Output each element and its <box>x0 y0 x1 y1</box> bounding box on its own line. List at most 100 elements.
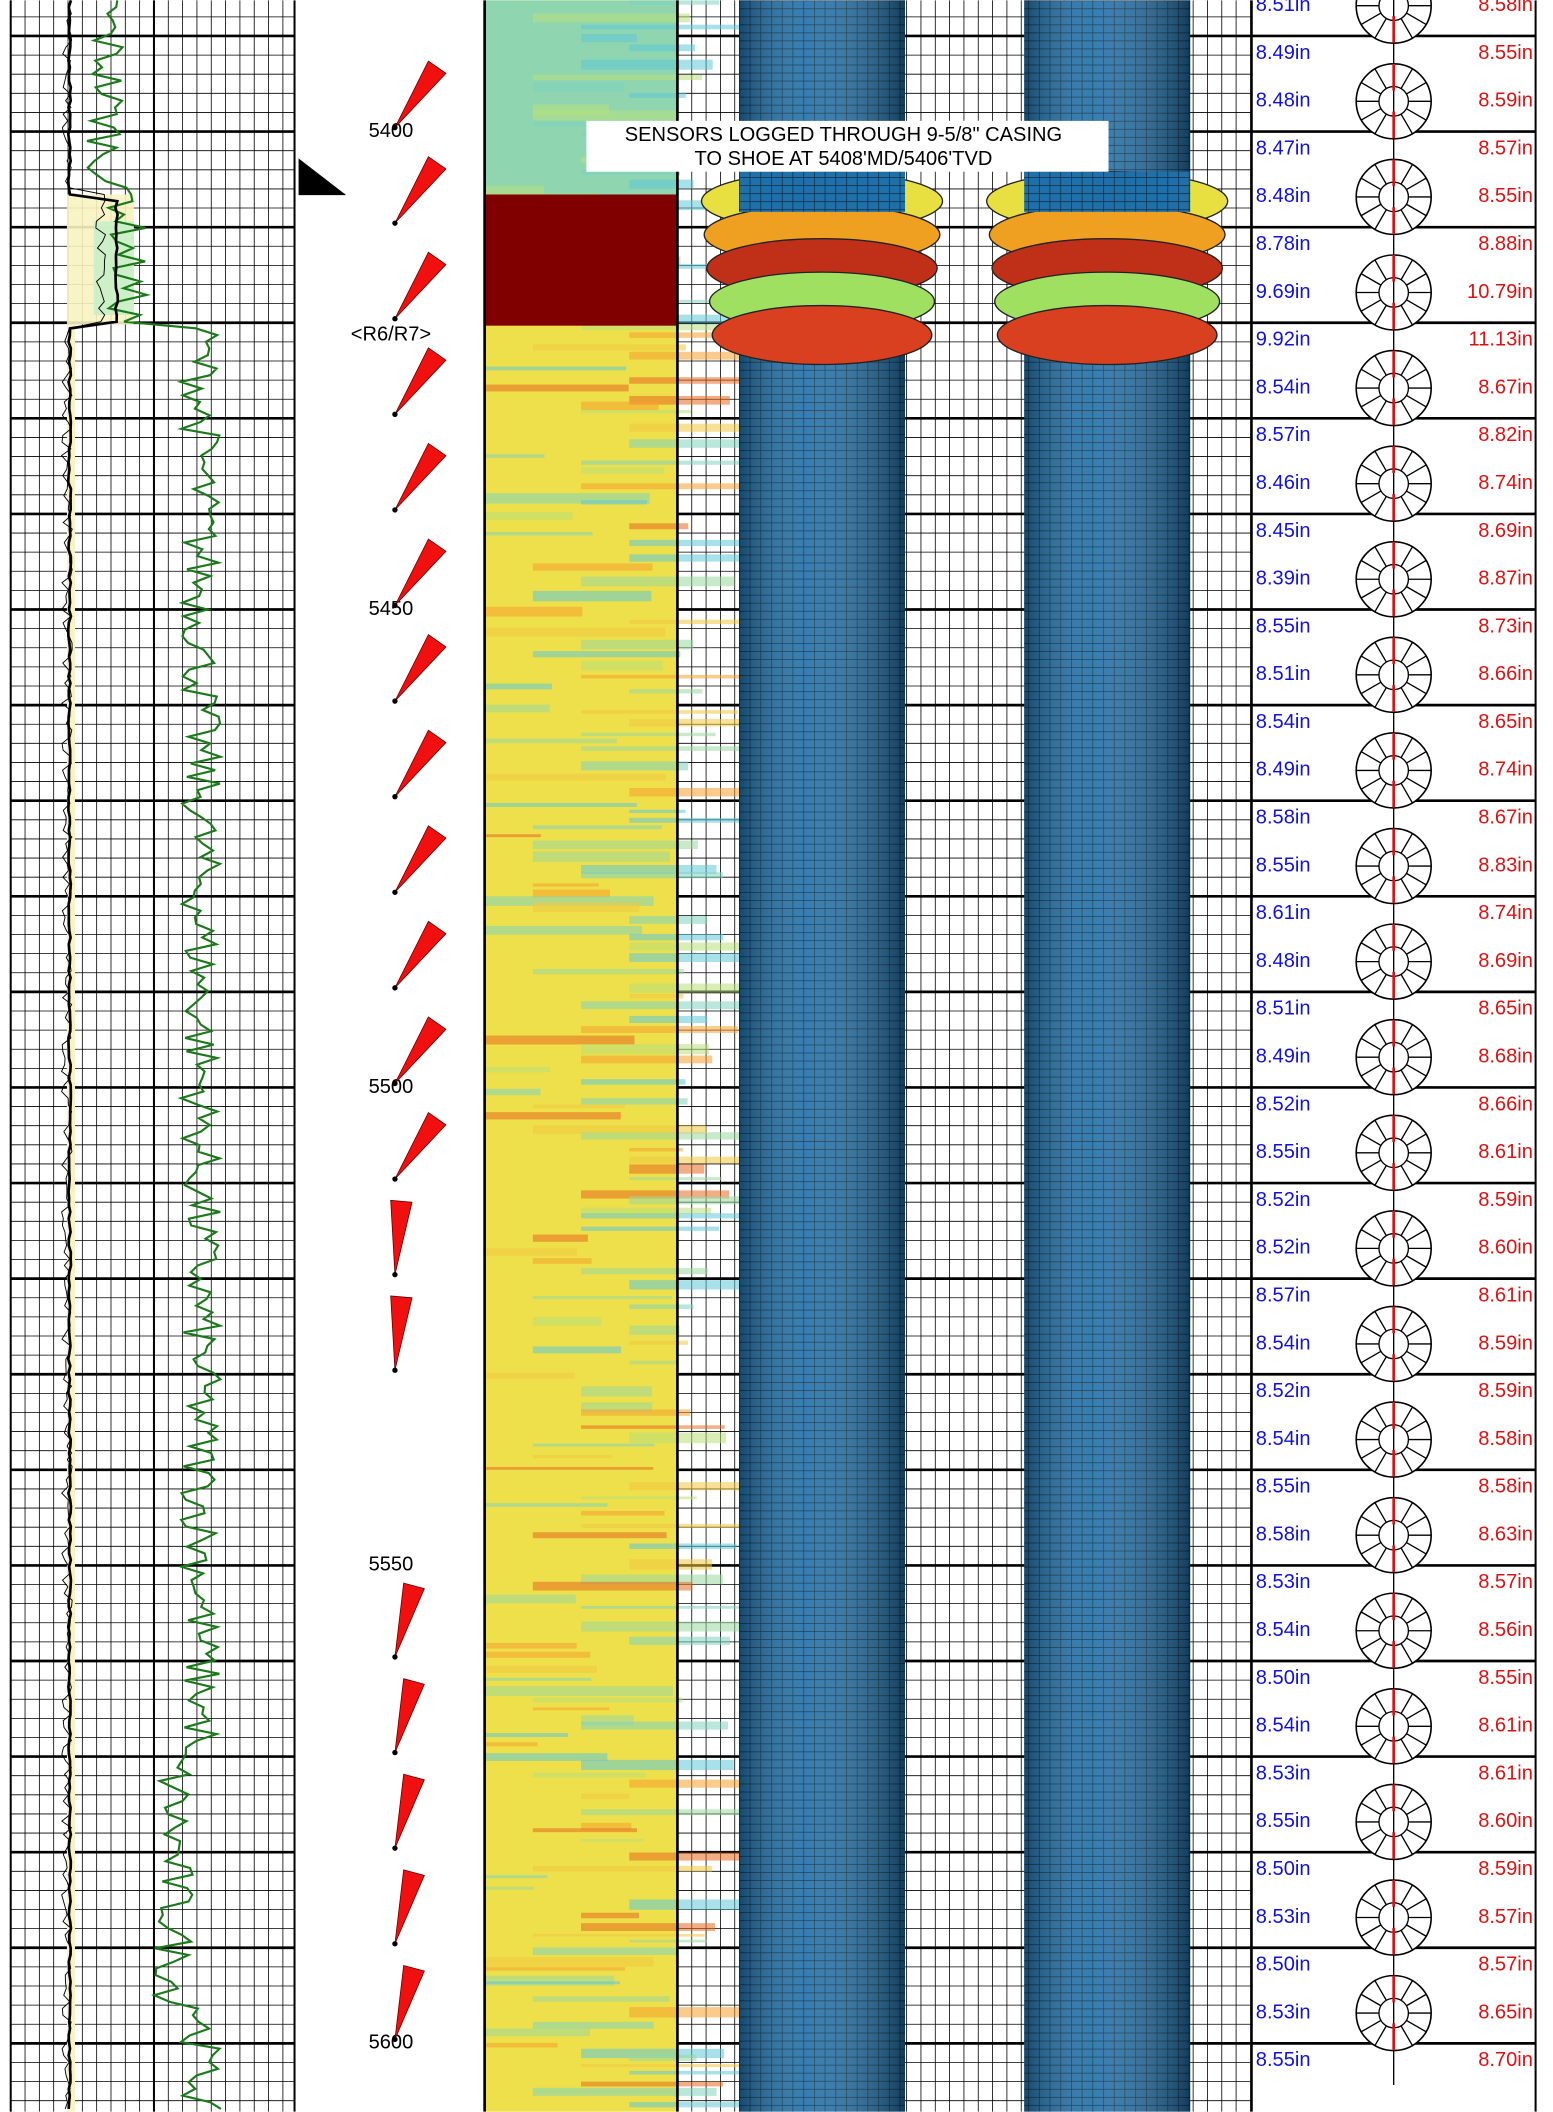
rose-spoke <box>1374 1643 1387 1664</box>
rose-spoke <box>1400 450 1414 472</box>
rose-spoke <box>1406 203 1427 217</box>
rose-spoke <box>1360 1802 1382 1816</box>
rose-spoke <box>1406 1255 1427 1268</box>
image-band <box>581 761 689 771</box>
image-band <box>581 872 723 879</box>
dip-tadpole <box>390 1199 413 1275</box>
curves <box>60 0 225 2110</box>
caliper-max: 8.65in <box>1478 2001 1533 2023</box>
image-band <box>581 1838 644 1842</box>
rose-spoke <box>1406 1420 1427 1433</box>
image-band <box>484 627 666 637</box>
caliper-max: 8.57in <box>1478 1954 1533 1976</box>
rose-spoke <box>1400 1311 1414 1332</box>
caliper-max: 8.58in <box>1478 1476 1533 1498</box>
image-band <box>581 1822 632 1831</box>
image-band <box>629 993 684 999</box>
dip-dot <box>392 220 398 226</box>
rose-spoke <box>1360 1420 1382 1433</box>
rose-spoke <box>1360 12 1382 26</box>
image-track <box>483 0 822 2112</box>
image-band <box>484 606 583 617</box>
caliper-min: 8.52in <box>1256 1189 1311 1211</box>
dip-tadpole <box>394 442 447 511</box>
rose-spoke <box>1374 18 1387 39</box>
caliper-max: 8.61in <box>1478 1762 1533 1784</box>
image-band <box>484 493 650 504</box>
rose-spoke <box>1400 1215 1414 1236</box>
image-band <box>484 1035 635 1045</box>
caliper-min: 8.50in <box>1256 1954 1311 1976</box>
rose-spoke <box>1360 81 1382 95</box>
image-band <box>629 351 822 360</box>
image-band <box>629 1636 730 1645</box>
image-band <box>532 1346 622 1354</box>
image-band <box>581 410 692 414</box>
dip-dot <box>392 602 398 609</box>
caliper-min: 8.51in <box>1256 998 1311 1020</box>
rose-spoke <box>1374 1547 1387 1568</box>
image-band <box>581 864 717 875</box>
caliper-min: 8.57in <box>1256 424 1311 446</box>
dip-dot <box>392 1271 398 1278</box>
caliper-min: 8.49in <box>1256 1046 1311 1068</box>
rose-spoke <box>1360 1898 1382 1911</box>
rose-spoke <box>1400 1502 1414 1523</box>
rose-spoke <box>1374 1451 1387 1473</box>
caliper-min: 9.69in <box>1256 281 1311 303</box>
dip-dot <box>392 793 398 800</box>
image-band <box>484 1886 534 1890</box>
rose-spoke <box>1400 1980 1414 2001</box>
rose-spoke <box>1374 113 1387 135</box>
image-band <box>532 840 698 850</box>
image-band <box>484 185 545 197</box>
rose-spoke <box>1406 777 1427 790</box>
caliper-min: 8.48in <box>1256 90 1311 112</box>
dip-dot <box>392 124 398 131</box>
rose-spoke <box>1400 1884 1414 1906</box>
image-band <box>484 738 617 744</box>
image-band <box>581 1496 697 1500</box>
image-band <box>581 170 680 176</box>
image-band <box>629 2007 797 2018</box>
rose-spoke <box>1374 1929 1387 1951</box>
rose-spoke <box>1374 1215 1387 1236</box>
rose-spoke <box>1360 177 1382 191</box>
caliper-min: 8.52in <box>1256 1237 1311 1259</box>
image-band <box>532 563 653 571</box>
rose-spoke <box>1360 1255 1382 1268</box>
rose-spoke <box>1374 928 1387 950</box>
caliper-min: 8.55in <box>1256 854 1311 876</box>
rose-spoke <box>1360 1515 1382 1529</box>
image-band <box>484 194 678 326</box>
dip-dot <box>392 1749 398 1756</box>
image-band <box>484 1742 538 1747</box>
dip-dot <box>392 698 398 704</box>
rose-spoke <box>1360 203 1382 217</box>
image-band <box>581 1386 652 1397</box>
rose-spoke <box>1360 1159 1382 1173</box>
dip-tadpole <box>394 156 447 224</box>
image-band <box>629 2070 767 2075</box>
caliper-max: 8.67in <box>1478 376 1533 398</box>
rose-spoke <box>1406 559 1427 573</box>
image-band <box>629 314 816 324</box>
caliper-max: 8.66in <box>1478 1093 1533 1115</box>
rose-spoke <box>1406 1515 1427 1529</box>
dip-tadpole <box>394 1869 425 1944</box>
dip-dot <box>392 985 398 991</box>
image-band <box>581 639 694 650</box>
caliper-max: 8.59in <box>1478 1189 1533 1211</box>
dip-tadpole <box>394 920 447 989</box>
image-band <box>581 1213 771 1219</box>
image-band <box>532 81 624 92</box>
rose-spoke <box>1374 355 1387 376</box>
image-band <box>484 2028 590 2037</box>
image-band <box>484 1372 575 1379</box>
rose-spoke <box>1374 591 1387 613</box>
rose-spoke <box>1360 464 1382 477</box>
caliper-min: 8.53in <box>1256 2001 1311 2023</box>
image-band <box>532 1772 646 1778</box>
depth-label: 5400 <box>369 120 414 142</box>
image-band <box>532 1234 588 1242</box>
